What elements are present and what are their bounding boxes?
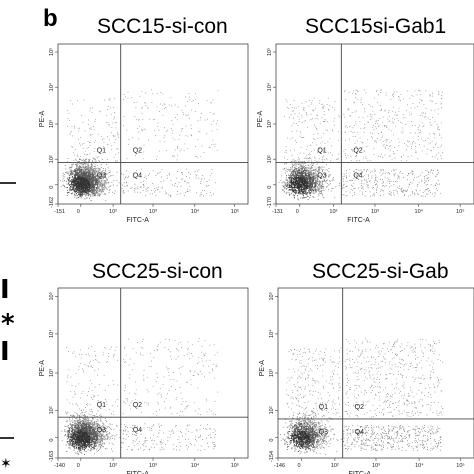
x-tick-label: 10² bbox=[109, 463, 117, 469]
y-tick-label: 10⁴ bbox=[48, 82, 55, 91]
x-tick-label: 10² bbox=[109, 209, 117, 215]
scatter-plot-2: Q1 Q2 Q3 Q4 -131 0 10² 10³ 10⁴ 10⁵ -170 0 10² 10³ 10⁴ 1… bbox=[257, 43, 474, 224]
quadrant-label-q2: Q2 bbox=[355, 404, 364, 411]
y-tick-label: 0 bbox=[267, 186, 273, 189]
x-tick-label: 10³ bbox=[149, 209, 157, 215]
x-axis-label: FITC-A bbox=[126, 471, 149, 474]
x-tick-label: 10⁵ bbox=[231, 208, 239, 215]
event-dots bbox=[278, 89, 443, 201]
quadrant-label-q3: Q3 bbox=[97, 427, 106, 434]
x-tick-label: 10⁴ bbox=[191, 462, 200, 469]
quadrant-label-q1: Q1 bbox=[97, 402, 106, 409]
fragment-mark-1: I bbox=[0, 275, 10, 305]
plot-title-1: SCC15-si-con bbox=[97, 15, 228, 38]
x-tick-label: 10⁵ bbox=[456, 462, 464, 469]
x-tick-label: 0 bbox=[77, 209, 80, 215]
x-tick-label: 10⁵ bbox=[231, 462, 239, 469]
event-dots bbox=[280, 338, 444, 455]
y-tick-label: 10⁵ bbox=[48, 292, 55, 300]
x-tick-label: 10³ bbox=[372, 463, 380, 469]
x-tick-label: 10³ bbox=[371, 209, 379, 215]
y-tick-label: 0 bbox=[49, 439, 55, 442]
x-tick-label: 10⁴ bbox=[191, 208, 200, 215]
plot-title-4: SCC25-si-Gab bbox=[312, 260, 449, 283]
quadrant-label-q2: Q2 bbox=[133, 402, 142, 409]
x-axis-label: FITC-A bbox=[347, 217, 370, 224]
x-tick-label: -140 bbox=[54, 463, 65, 469]
quadrant-label-q2: Q2 bbox=[133, 147, 142, 154]
x-tick-label: 10⁴ bbox=[415, 462, 424, 469]
x-tick-label: -151 bbox=[54, 209, 65, 215]
y-tick-label: 0 bbox=[49, 186, 55, 189]
x-tick-label: 10⁴ bbox=[415, 208, 424, 215]
x-axis-label: FITC-A bbox=[349, 471, 372, 474]
y-tick-label: 10⁵ bbox=[48, 48, 55, 56]
quadrant-label-q4: Q4 bbox=[355, 429, 364, 436]
quadrant-label-q2: Q2 bbox=[353, 147, 362, 154]
y-axis-label: PE-A bbox=[257, 111, 264, 128]
event-dots bbox=[61, 338, 219, 455]
y-tick-label: -154 bbox=[269, 451, 275, 462]
y-tick-label: 10³ bbox=[269, 369, 275, 377]
y-axis-label: PE-A bbox=[39, 360, 46, 377]
x-tick-label: 0 bbox=[296, 209, 299, 215]
quadrant-label-q1: Q1 bbox=[97, 147, 106, 154]
y-tick-label: 10⁴ bbox=[266, 82, 273, 91]
y-tick-label: 10³ bbox=[49, 369, 55, 377]
quadrant-label-q3: Q3 bbox=[317, 172, 326, 179]
x-tick-label: -131 bbox=[272, 209, 283, 215]
scatter-plot-4: Q1 Q2 Q3 Q4 -146 0 10² 10³ 10⁴ 10⁵ -154 0 10² 10³ 10⁴ 1… bbox=[259, 287, 474, 474]
y-tick-label: 10² bbox=[269, 406, 275, 414]
y-tick-label: -163 bbox=[49, 451, 55, 462]
quadrant-label-q1: Q1 bbox=[317, 147, 326, 154]
y-tick-label: 10⁵ bbox=[266, 48, 273, 56]
x-tick-label: 0 bbox=[77, 463, 80, 469]
y-tick-label: 10³ bbox=[49, 120, 55, 128]
quadrant-label-q3: Q3 bbox=[97, 172, 106, 179]
plot-title-2: SCC15si-Gab1 bbox=[305, 15, 446, 38]
fragment-mark-4: ✶ bbox=[0, 456, 12, 472]
quadrant-label-q4: Q4 bbox=[353, 172, 362, 179]
fragment-mark-3: I bbox=[0, 337, 10, 367]
plot-title-3: SCC25-si-con bbox=[92, 260, 223, 283]
quadrant-label-q1: Q1 bbox=[319, 404, 328, 411]
x-tick-label: 10² bbox=[331, 463, 339, 469]
y-tick-label: 10⁵ bbox=[268, 292, 275, 300]
scatter-plot-3: Q1 Q2 Q3 Q4 -140 0 10² 10³ 10⁴ 10⁵ -163 0 10² 10³ 10⁴ 1… bbox=[39, 287, 249, 474]
y-tick-label: -162 bbox=[49, 197, 55, 208]
fragment-mark-2: * bbox=[1, 309, 15, 339]
x-axis-label: FITC-A bbox=[126, 217, 149, 224]
panel-letter: b bbox=[43, 5, 58, 32]
x-tick-label: 10³ bbox=[149, 463, 157, 469]
quadrant-label-q4: Q4 bbox=[133, 427, 142, 434]
y-axis-label: PE-A bbox=[259, 360, 266, 377]
y-tick-label: 10⁴ bbox=[268, 329, 275, 338]
y-tick-label: 10² bbox=[49, 406, 55, 414]
y-tick-label: 10² bbox=[267, 155, 273, 163]
x-tick-label: -146 bbox=[274, 463, 285, 469]
y-axis-label: PE-A bbox=[39, 111, 46, 128]
event-dots bbox=[60, 89, 219, 201]
x-tick-label: 10² bbox=[329, 209, 337, 215]
y-tick-label: 10⁴ bbox=[48, 329, 55, 338]
y-tick-label: 0 bbox=[269, 439, 275, 442]
quadrant-label-q4: Q4 bbox=[133, 172, 142, 179]
quadrant-label-q3: Q3 bbox=[319, 429, 328, 436]
scatter-plot-1: Q1 Q2 Q3 Q4 -151 0 10² 10³ 10⁴ 10⁵ -162 0 10² 10³ 10⁴ 1… bbox=[39, 43, 249, 224]
y-tick-label: 10² bbox=[49, 155, 55, 163]
x-tick-label: 0 bbox=[298, 463, 301, 469]
y-tick-label: 10³ bbox=[267, 120, 273, 128]
y-tick-label: -170 bbox=[267, 197, 273, 208]
x-tick-label: 10⁵ bbox=[456, 208, 464, 215]
